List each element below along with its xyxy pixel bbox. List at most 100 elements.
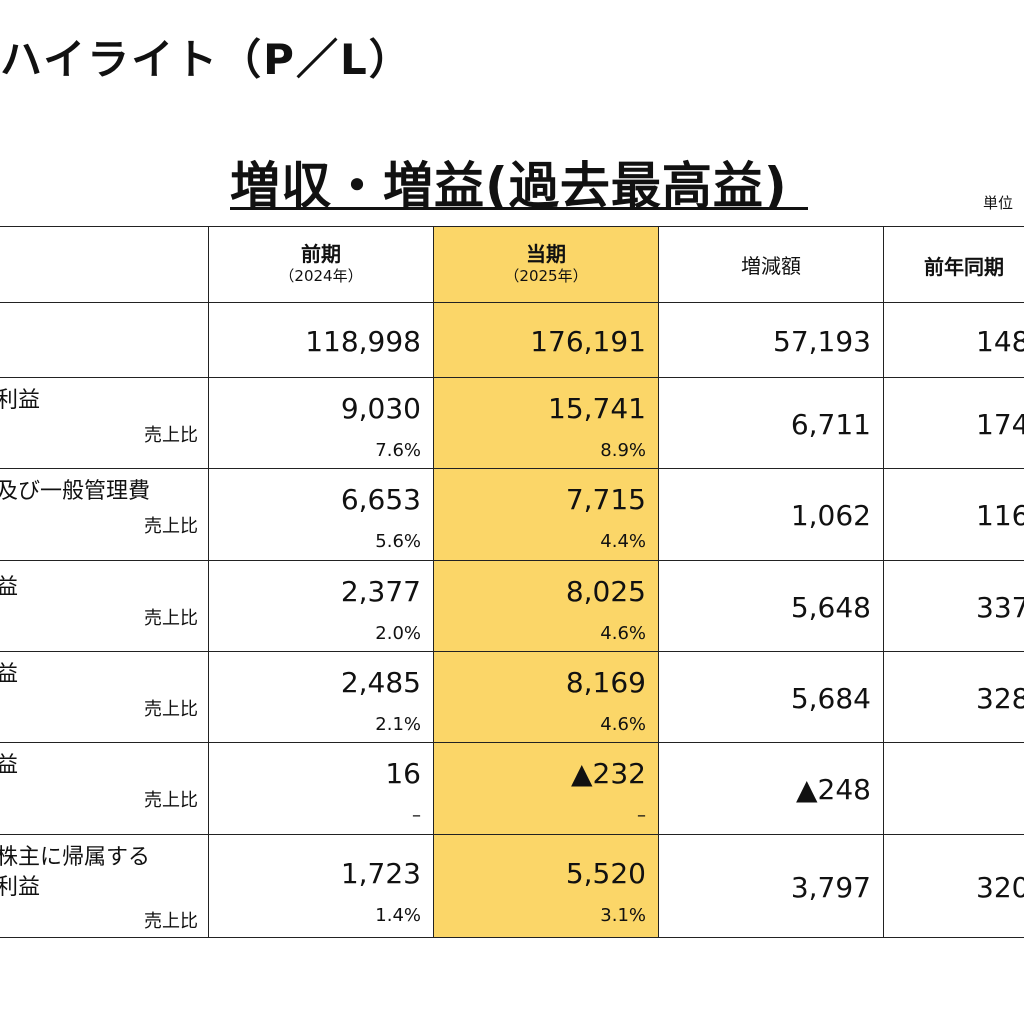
diff-value: 5,648 bbox=[790, 591, 871, 624]
prev-value: 9,030 bbox=[340, 392, 421, 425]
yoy-value: 148 bbox=[976, 325, 1024, 358]
cur-value: 7,715 bbox=[565, 483, 646, 516]
cur-value-cell: 7,715 4.4% bbox=[433, 468, 659, 561]
prev-ratio: 7.6% bbox=[375, 440, 421, 461]
cur-ratio: 4.6% bbox=[600, 623, 646, 644]
cur-ratio: 3.1% bbox=[600, 905, 646, 926]
row-label: 利益 bbox=[0, 386, 40, 416]
diff-value-cell: 5,684 bbox=[658, 651, 884, 743]
row-label-cell: 及び一般管理費 売上比 bbox=[0, 468, 209, 561]
page-title: ハイライト（P／L） bbox=[0, 35, 413, 84]
row-label: 及び一般管理費 bbox=[0, 477, 150, 507]
table-row: 利益 売上比 9,030 7.6% 15,741 8.9% 6,711 174 bbox=[0, 377, 1024, 469]
row-label-cell: 益 売上比 bbox=[0, 651, 209, 743]
pl-table: 前期 （2024年） 当期 （2025年） 増減額 前年同期 118,998 bbox=[0, 226, 1024, 938]
cur-value: 5,520 bbox=[565, 857, 646, 890]
cur-ratio: 8.9% bbox=[600, 440, 646, 461]
row-label-line: 及び一般管理費 bbox=[0, 479, 151, 504]
yoy-value: 337 bbox=[976, 591, 1024, 624]
prev-value-cell: 2,485 2.1% bbox=[208, 651, 434, 743]
diff-value: 5,684 bbox=[790, 682, 871, 715]
prev-value: 2,377 bbox=[340, 575, 421, 608]
header-cur-sub: （2025年） bbox=[504, 267, 588, 286]
table-row: 益 売上比 2,485 2.1% 8,169 4.6% 5,684 328 bbox=[0, 651, 1024, 743]
row-label: 株主に帰属する 利益 bbox=[0, 843, 150, 902]
header-cur-main: 当期 bbox=[526, 242, 566, 267]
row-label-line: 利益 bbox=[0, 388, 41, 413]
diff-value-cell: 3,797 bbox=[658, 834, 884, 938]
row-label-cell: 益 売上比 bbox=[0, 560, 209, 652]
header-label-cell bbox=[0, 226, 209, 303]
yoy-value: 116 bbox=[976, 499, 1024, 532]
header-current-period: 当期 （2025年） bbox=[433, 226, 659, 303]
yoy-value-cell: 320 bbox=[883, 834, 1024, 938]
cur-value-cell: 176,191 bbox=[433, 302, 659, 378]
prev-ratio: 1.4% bbox=[375, 905, 421, 926]
diff-value-cell: 57,193 bbox=[658, 302, 884, 378]
yoy-value-cell bbox=[883, 742, 1024, 835]
row-label-line: 益 bbox=[0, 573, 18, 603]
cur-value: 8,169 bbox=[565, 666, 646, 699]
row-label: 益 bbox=[0, 751, 18, 781]
prev-ratio: 2.1% bbox=[375, 714, 421, 735]
yoy-value-cell: 116 bbox=[883, 468, 1024, 561]
row-label-line: 益 bbox=[0, 751, 18, 781]
header-yoy-cell: 前年同期 bbox=[883, 226, 1024, 303]
table-header-row: 前期 （2024年） 当期 （2025年） 増減額 前年同期 bbox=[0, 226, 1024, 303]
ratio-label: 売上比 bbox=[144, 911, 198, 932]
diff-value: 6,711 bbox=[790, 408, 871, 441]
row-label-cell: 利益 売上比 bbox=[0, 377, 209, 469]
row-label-line: 利益 bbox=[0, 874, 41, 900]
table-row: 益 売上比 16 – ▲232 – ▲248 bbox=[0, 742, 1024, 835]
prev-value-cell: 1,723 1.4% bbox=[208, 834, 434, 938]
prev-value: 1,723 bbox=[340, 857, 421, 890]
diff-value-cell: 6,711 bbox=[658, 377, 884, 469]
cur-value: 8,025 bbox=[565, 575, 646, 608]
ratio-label: 売上比 bbox=[144, 425, 198, 446]
headline: 増収・増益(過去最高益) bbox=[230, 157, 788, 215]
row-label-cell bbox=[0, 302, 209, 378]
yoy-value-cell: 174 bbox=[883, 377, 1024, 469]
ratio-label: 売上比 bbox=[144, 516, 198, 537]
header-prev-main: 前期 bbox=[301, 242, 341, 267]
diff-value-cell: 1,062 bbox=[658, 468, 884, 561]
prev-ratio: – bbox=[412, 805, 421, 826]
row-label-cell: 益 売上比 bbox=[0, 742, 209, 835]
table-row: 及び一般管理費 売上比 6,653 5.6% 7,715 4.4% 1,062 … bbox=[0, 468, 1024, 561]
header-diff: 増減額 bbox=[658, 226, 884, 303]
diff-value: ▲248 bbox=[796, 773, 871, 806]
header-prev-sub: （2024年） bbox=[279, 267, 363, 286]
cur-ratio: – bbox=[637, 805, 646, 826]
cur-value-cell: 8,025 4.6% bbox=[433, 560, 659, 652]
prev-value-cell: 9,030 7.6% bbox=[208, 377, 434, 469]
yoy-value: 328 bbox=[976, 682, 1024, 715]
yoy-value: 320 bbox=[976, 871, 1024, 904]
diff-value: 3,797 bbox=[790, 871, 871, 904]
table-row: 益 売上比 2,377 2.0% 8,025 4.6% 5,648 337 bbox=[0, 560, 1024, 652]
headline-underline bbox=[230, 207, 808, 210]
row-label: 益 bbox=[0, 660, 18, 690]
ratio-label: 売上比 bbox=[144, 699, 198, 720]
cur-value: 15,741 bbox=[548, 392, 646, 425]
table-row: 118,998 176,191 57,193 148 bbox=[0, 302, 1024, 378]
row-label-line: 株主に帰属する bbox=[0, 845, 151, 870]
prev-value-cell: 2,377 2.0% bbox=[208, 560, 434, 652]
unit-label: 単位 bbox=[983, 194, 1014, 212]
cur-value-cell: ▲232 – bbox=[433, 742, 659, 835]
ratio-label: 売上比 bbox=[144, 790, 198, 811]
yoy-value: 174 bbox=[976, 408, 1024, 441]
prev-value-cell: 118,998 bbox=[208, 302, 434, 378]
cur-value-cell: 8,169 4.6% bbox=[433, 651, 659, 743]
cur-value: 176,191 bbox=[530, 325, 646, 358]
cur-ratio: 4.6% bbox=[600, 714, 646, 735]
diff-value-cell: ▲248 bbox=[658, 742, 884, 835]
row-label-cell: 株主に帰属する 利益 売上比 bbox=[0, 834, 209, 938]
cur-value-cell: 15,741 8.9% bbox=[433, 377, 659, 469]
ratio-label: 売上比 bbox=[144, 608, 198, 629]
prev-value: 118,998 bbox=[305, 325, 421, 358]
table-row: 株主に帰属する 利益 売上比 1,723 1.4% 5,520 3.1% 3,7… bbox=[0, 834, 1024, 938]
diff-value: 1,062 bbox=[790, 499, 871, 532]
prev-value: 2,485 bbox=[340, 666, 421, 699]
yoy-value-cell: 328 bbox=[883, 651, 1024, 743]
